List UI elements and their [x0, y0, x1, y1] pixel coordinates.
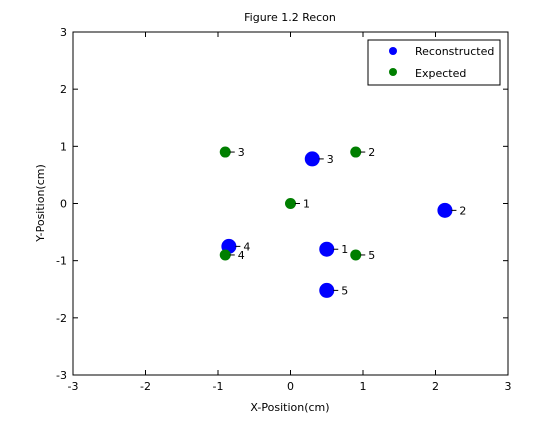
- y-tick-label: 3: [60, 26, 67, 39]
- x-tick-label: -2: [140, 380, 151, 393]
- y-tick-label: -3: [56, 369, 67, 382]
- y-tick-label: 1: [60, 140, 67, 153]
- point-label: 3: [327, 153, 334, 166]
- y-axis-label: Y-Position(cm): [34, 164, 47, 243]
- data-point-expected: [219, 249, 231, 261]
- x-tick-label: 1: [360, 380, 367, 393]
- data-point-reconstructed: [319, 241, 335, 257]
- y-tick-label: 0: [60, 198, 67, 211]
- data-points: 1 2 3 4 5 1 2 3 4 5: [219, 146, 466, 298]
- legend: Reconstructed Expected: [367, 39, 501, 86]
- point-label: 5: [341, 284, 348, 297]
- legend-marker-reconstructed: [389, 47, 397, 55]
- data-point-reconstructed: [437, 202, 453, 218]
- x-tick-label: 3: [505, 380, 512, 393]
- x-tick-label: 0: [287, 380, 294, 393]
- data-point-expected: [350, 146, 362, 158]
- legend-marker-expected: [389, 68, 397, 76]
- point-label: 5: [368, 249, 375, 262]
- data-point-expected: [285, 198, 296, 209]
- point-label: 4: [238, 249, 245, 262]
- x-axis-label: X-Position(cm): [250, 401, 329, 414]
- point-label: 4: [243, 240, 250, 253]
- point-label: 1: [341, 243, 348, 256]
- data-point-expected: [219, 146, 231, 158]
- x-tick-label: -3: [68, 380, 79, 393]
- x-tick-label: -1: [213, 380, 224, 393]
- data-point-expected: [350, 249, 362, 261]
- data-point-reconstructed: [319, 282, 335, 298]
- y-tick-label: -2: [56, 312, 67, 325]
- axis-ticks: -3 -2 -1 0 1 2 3 -3 -2 -1 0 1 2 3: [56, 26, 511, 393]
- point-label: 2: [368, 146, 375, 159]
- legend-label-reconstructed: Reconstructed: [415, 45, 494, 58]
- x-tick-label: 2: [432, 380, 439, 393]
- legend-label-expected: Expected: [415, 67, 466, 80]
- point-label: 3: [238, 146, 245, 159]
- y-tick-label: 2: [60, 83, 67, 96]
- data-point-reconstructed: [304, 151, 320, 167]
- y-tick-label: -1: [56, 255, 67, 268]
- chart-title: Figure 1.2 Recon: [244, 11, 336, 24]
- legend-box: [367, 39, 501, 86]
- point-label: 1: [303, 198, 310, 211]
- point-label: 2: [459, 204, 466, 217]
